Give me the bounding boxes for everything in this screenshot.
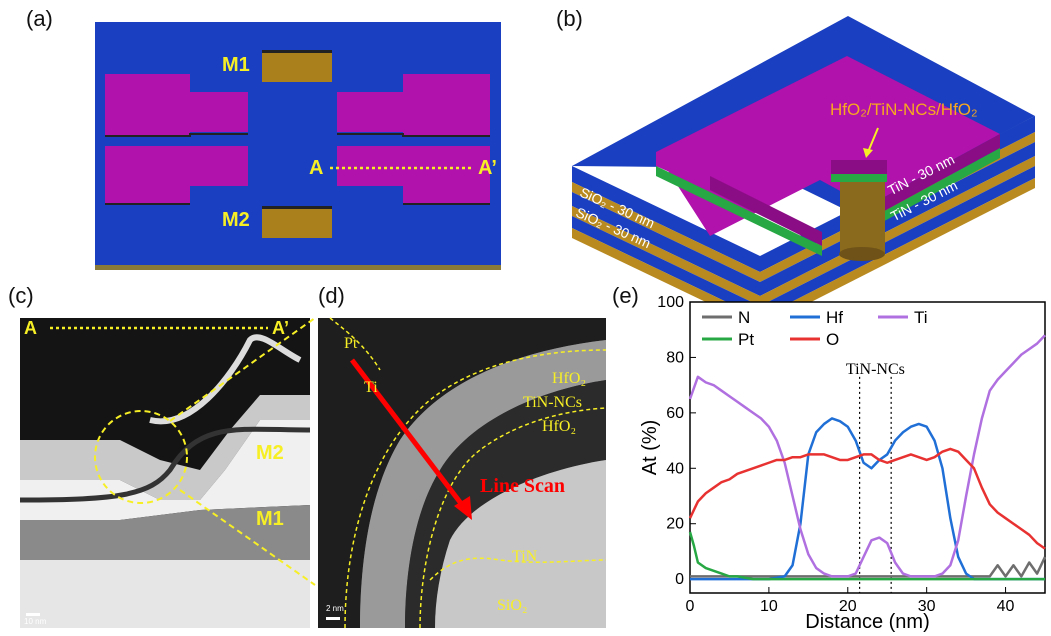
- label-d-tin-ncs: TiN-NCs: [523, 394, 582, 411]
- tin-ncs-annotation: TiN-NCs: [846, 361, 905, 378]
- series-line-hf: [690, 417, 1045, 581]
- label-d-hfo2-top: HfO₂: [552, 370, 587, 387]
- label-d-sio2: SiO₂: [497, 597, 528, 614]
- x-axis-label: Distance (nm): [805, 611, 929, 633]
- x-tick-label: 10: [760, 598, 778, 615]
- series-line-o: [688, 447, 1046, 550]
- y-tick-label: 100: [657, 294, 684, 311]
- legend-label-o: O: [826, 330, 839, 349]
- label-c-a: A: [24, 318, 37, 338]
- x-tick-label: 0: [686, 598, 695, 615]
- label-a: A: [309, 157, 324, 179]
- series-line-ti: [688, 334, 1046, 578]
- label-d-line-scan: Line Scan: [480, 475, 566, 497]
- y-tick-label: 60: [666, 405, 684, 422]
- series-line-n: [690, 556, 1047, 578]
- legend-label-pt: Pt: [738, 330, 754, 349]
- y-tick-label: 0: [675, 571, 684, 588]
- y-axis-label: At (%): [639, 420, 661, 476]
- label-d-hfo2-bot: HfO₂: [542, 418, 577, 435]
- label-d-tin: TiN: [512, 548, 538, 565]
- x-tick-label: 20: [839, 598, 857, 615]
- label-d-ti: Ti: [364, 379, 378, 396]
- series-line-pt: [688, 531, 1045, 581]
- label-m2: M2: [222, 209, 250, 231]
- y-tick-label: 40: [666, 460, 684, 477]
- label-a-prime: A’: [478, 157, 497, 179]
- y-tick-label: 20: [666, 516, 684, 533]
- plot-frame: [689, 301, 1046, 594]
- panel-label-c: (c): [8, 283, 34, 308]
- x-tick-label: 30: [918, 598, 936, 615]
- label-d-scale: 2 nm: [326, 604, 344, 613]
- legend-label-ti: Ti: [914, 308, 928, 327]
- label-m1: M1: [222, 54, 250, 76]
- label-c-scale: 10 nm: [24, 617, 47, 626]
- label-c-m1: M1: [256, 508, 284, 530]
- label-c-a-prime: A’: [272, 318, 290, 338]
- legend-label-hf: Hf: [826, 308, 843, 327]
- label-d-pt: Pt: [344, 335, 358, 352]
- label-c-m2: M2: [256, 442, 284, 464]
- label-stack: HfO₂/TiN-NCs/HfO₂: [830, 100, 978, 119]
- x-tick-label: 40: [997, 598, 1015, 615]
- panel-label-d: (d): [318, 283, 345, 308]
- panel-label-a: (a): [26, 6, 53, 31]
- y-tick-label: 80: [666, 349, 684, 366]
- legend-label-n: N: [738, 308, 750, 327]
